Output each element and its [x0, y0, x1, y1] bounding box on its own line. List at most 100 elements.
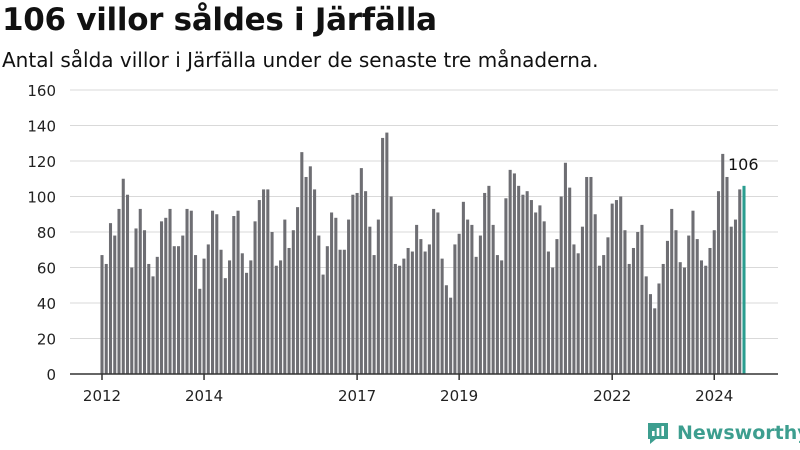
bar: [585, 176, 589, 374]
bar: [449, 297, 453, 374]
bar: [168, 208, 172, 374]
bar: [232, 216, 236, 374]
bar: [164, 217, 168, 374]
bar: [695, 239, 699, 374]
bar: [368, 226, 372, 374]
y-tick-label: 100: [27, 189, 56, 207]
bar: [691, 210, 695, 374]
bar: [495, 255, 499, 374]
bar: [347, 219, 351, 374]
bar-highlight: [742, 185, 746, 374]
bar: [529, 200, 533, 374]
bar: [738, 189, 742, 374]
bar: [444, 285, 448, 374]
bar: [147, 263, 151, 374]
brand-name: Newsworthy: [677, 422, 800, 444]
bar: [657, 283, 661, 374]
bar: [440, 258, 444, 374]
y-tick-label: 0: [46, 366, 56, 384]
bar: [461, 201, 465, 374]
bar: [389, 196, 393, 374]
bar: [172, 246, 176, 374]
bar: [521, 194, 525, 374]
bar: [159, 221, 164, 374]
bar: [198, 288, 202, 374]
x-tick-label: 2014: [185, 387, 223, 405]
chart-title: 106 villor såldes i Järfälla: [2, 2, 437, 38]
bar: [219, 249, 223, 374]
bar: [474, 256, 478, 374]
bar: [359, 168, 363, 374]
bar: [325, 246, 329, 374]
bar: [189, 210, 193, 374]
bar: [104, 263, 108, 374]
bar: [376, 219, 380, 374]
bar: [406, 247, 410, 374]
bar: [542, 221, 546, 374]
bar: [415, 224, 419, 374]
bar: [674, 230, 678, 374]
bar: [351, 194, 355, 374]
bar: [142, 230, 147, 374]
bar: [236, 210, 240, 374]
bar: [466, 219, 470, 374]
bar: [678, 262, 682, 374]
bar: [330, 212, 334, 374]
bar: [589, 176, 593, 374]
bar: [551, 267, 555, 374]
bar: [644, 276, 648, 374]
y-tick-label: 120: [27, 153, 56, 171]
bar: [555, 239, 559, 374]
bar: [279, 260, 283, 374]
bar: [266, 189, 270, 374]
y-tick-label: 40: [37, 295, 56, 313]
bar: [470, 224, 474, 374]
bar: [355, 192, 359, 374]
bar: [100, 255, 104, 374]
bar: [206, 244, 210, 374]
bar: [338, 249, 342, 374]
bar: [517, 185, 521, 374]
bar: [665, 240, 670, 374]
x-tick-label: 2019: [440, 387, 478, 405]
bar: [559, 196, 563, 374]
bar: [670, 208, 674, 374]
bar: [291, 230, 295, 374]
bar: [121, 178, 125, 374]
bar: [419, 239, 423, 374]
bar: [619, 196, 623, 374]
bar: [525, 191, 529, 374]
bar: [202, 258, 206, 374]
bar: [699, 260, 704, 374]
bar: [130, 267, 134, 374]
bar: [487, 185, 491, 374]
bar: [478, 235, 482, 374]
bar: [342, 249, 346, 374]
bar: [546, 251, 550, 374]
bar: [155, 256, 159, 374]
bar: [308, 166, 312, 374]
bar: [721, 153, 725, 374]
bar: [627, 263, 631, 374]
bar: [610, 203, 614, 374]
bar: [504, 198, 508, 374]
bar: [500, 260, 504, 374]
bar: [317, 235, 321, 374]
bar: [580, 226, 584, 374]
bar: [708, 247, 712, 374]
bar: [245, 272, 249, 374]
bar: [593, 214, 597, 374]
bar: [716, 191, 721, 374]
bar: [181, 235, 185, 374]
bar: [117, 208, 121, 374]
bar: [725, 176, 729, 374]
x-tick-label: 2022: [593, 387, 631, 405]
bar: [108, 223, 113, 374]
bar: [402, 258, 406, 374]
bar: [240, 253, 244, 374]
bar: [334, 217, 338, 374]
bar: [125, 194, 130, 374]
bar: [687, 235, 691, 374]
bar: [296, 207, 300, 374]
